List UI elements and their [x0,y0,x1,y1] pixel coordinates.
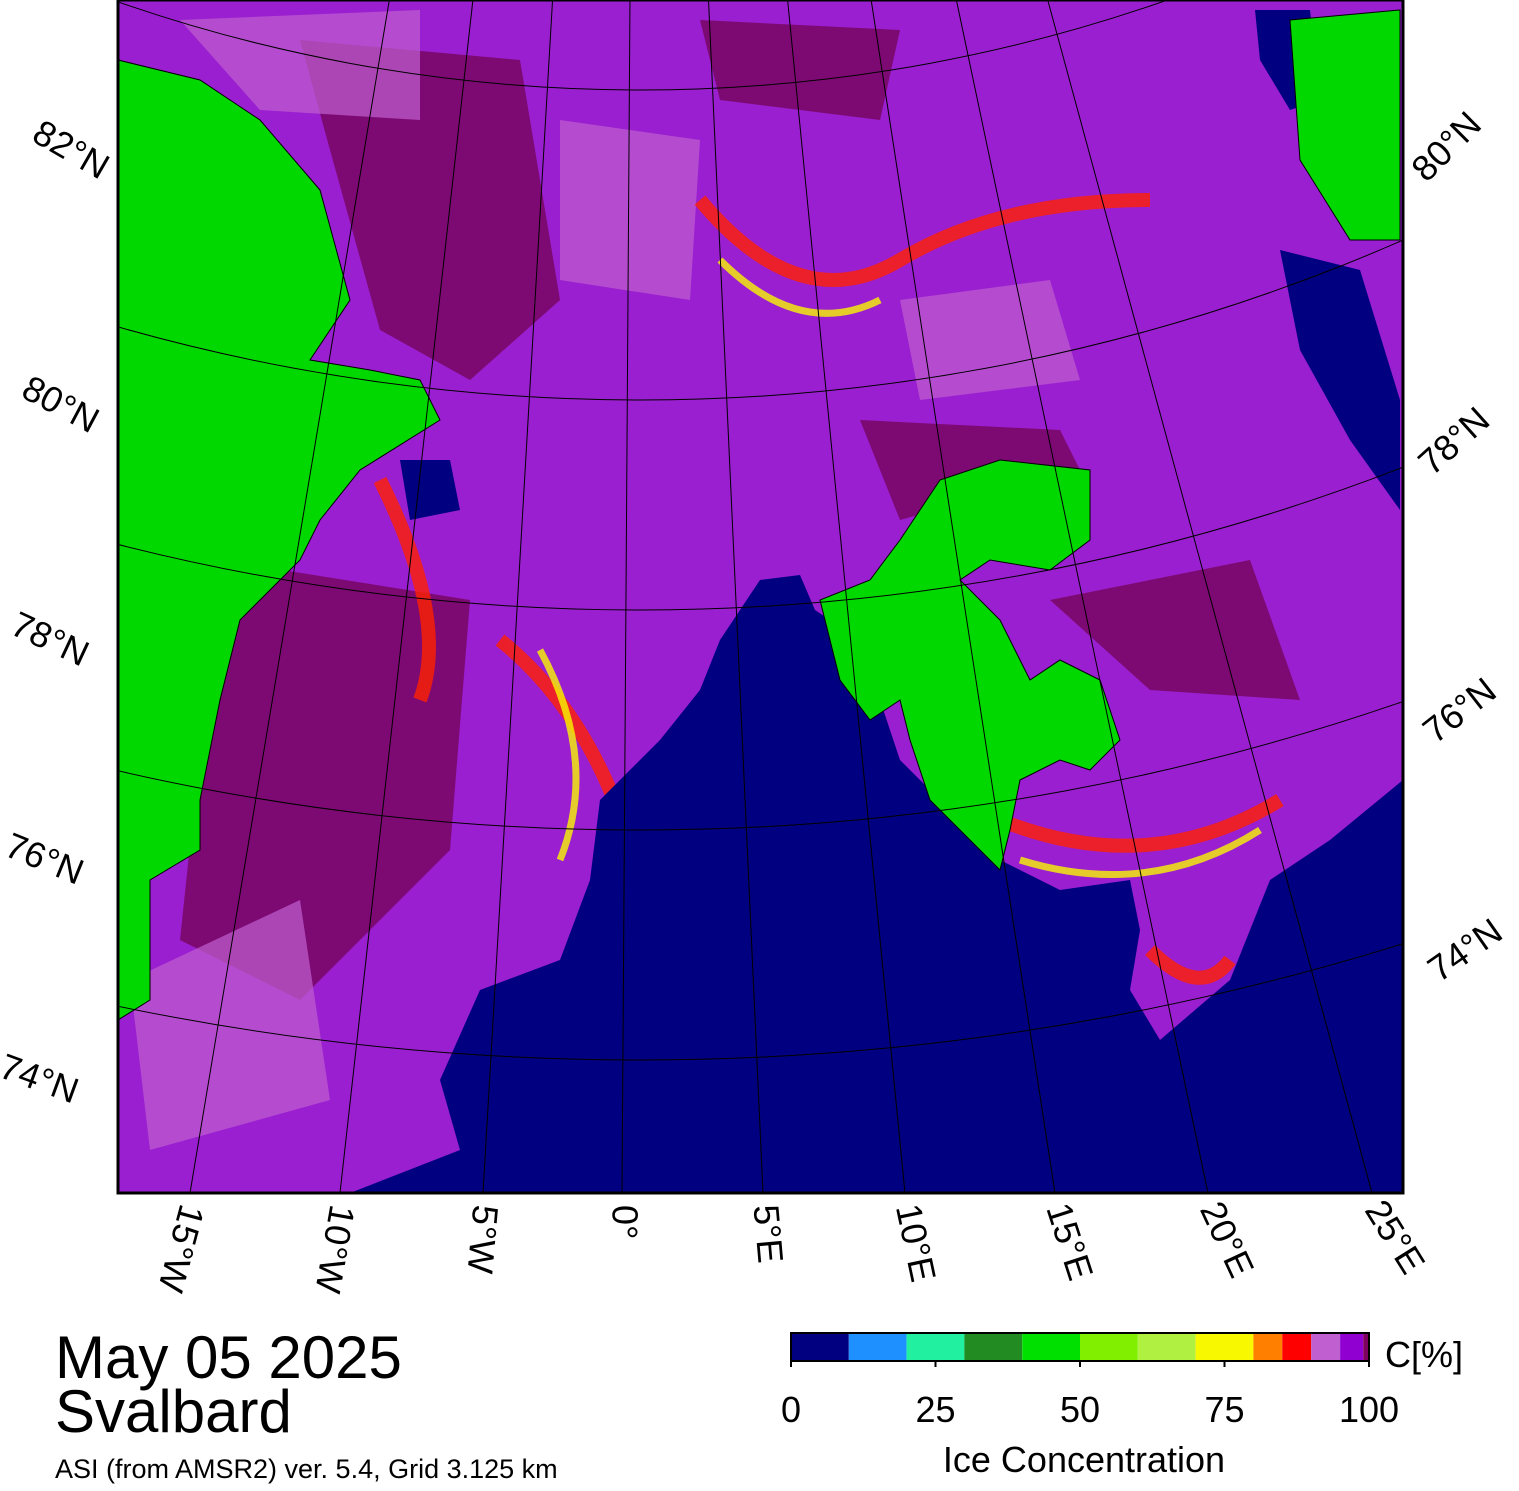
subtitle: ASI (from AMSR2) ver. 5.4, Grid 3.125 km [55,1454,558,1484]
colorbar-unit: C[%] [1385,1334,1463,1375]
colorbar-segment [1080,1333,1138,1361]
colorbar-segment [964,1333,1023,1361]
colorbar-segment [1195,1333,1254,1361]
graticule-lat [118,0,1168,91]
graticule-lon [708,0,764,1193]
lat-label: 76°N [0,824,90,892]
lat-label: 78°N [5,603,95,674]
colorbar-segment [1340,1333,1364,1361]
colorbar-segment [848,1333,907,1361]
colorbar-segment [1282,1333,1312,1361]
lon-label: 15°W [150,1200,212,1296]
lon-label: 0° [604,1205,645,1239]
colorbar-tick-label: 25 [915,1389,955,1430]
date-title: May 05 2025 [55,1324,402,1391]
colorbar-tick-label: 100 [1339,1389,1399,1430]
colorbar-segment [1137,1333,1196,1361]
lon-label: 10°W [307,1202,363,1296]
lat-label: 80°N [16,367,106,441]
lon-label: 25°E [1357,1193,1433,1281]
lat-label: 76°N [1415,669,1504,751]
lon-label: 5°E [746,1203,792,1265]
graticule-lon [339,0,474,1193]
colorbar-tick-label: 0 [781,1389,801,1430]
colorbar-segment [906,1333,965,1361]
graticule-lon [870,0,1056,1193]
map-frame [116,0,1405,1195]
lat-label: 82°N [26,111,116,187]
lon-label: 20°E [1192,1195,1262,1283]
lat-label: 78°N [1410,399,1497,483]
colorbar-segment [1253,1333,1283,1361]
colorbar-segment [1363,1333,1369,1361]
lat-label: 74°N [0,1045,84,1111]
graticule-lon [955,0,1209,1193]
lat-label: 80°N [1403,103,1489,189]
graticule-lon [482,0,554,1193]
graticule-lon [189,0,390,1193]
region-title: Svalbard [55,1378,292,1445]
colorbar-segment [1311,1333,1341,1361]
lat-label: 74°N [1420,910,1509,990]
colorbar-tick-label: 50 [1060,1389,1100,1430]
colorbar-label: Ice Concentration [943,1439,1225,1480]
lon-label: 10°E [888,1200,944,1285]
colorbar-segment [1022,1333,1080,1361]
graticule-lon [1047,0,1373,1193]
lon-label: 15°E [1038,1198,1101,1285]
graticule-lon [621,0,631,1193]
colorbar-segment [791,1333,849,1361]
colorbar-tick-label: 75 [1204,1389,1244,1430]
lon-label: 5°W [460,1203,507,1275]
map [118,0,1403,1193]
graticule-lon [787,0,906,1193]
